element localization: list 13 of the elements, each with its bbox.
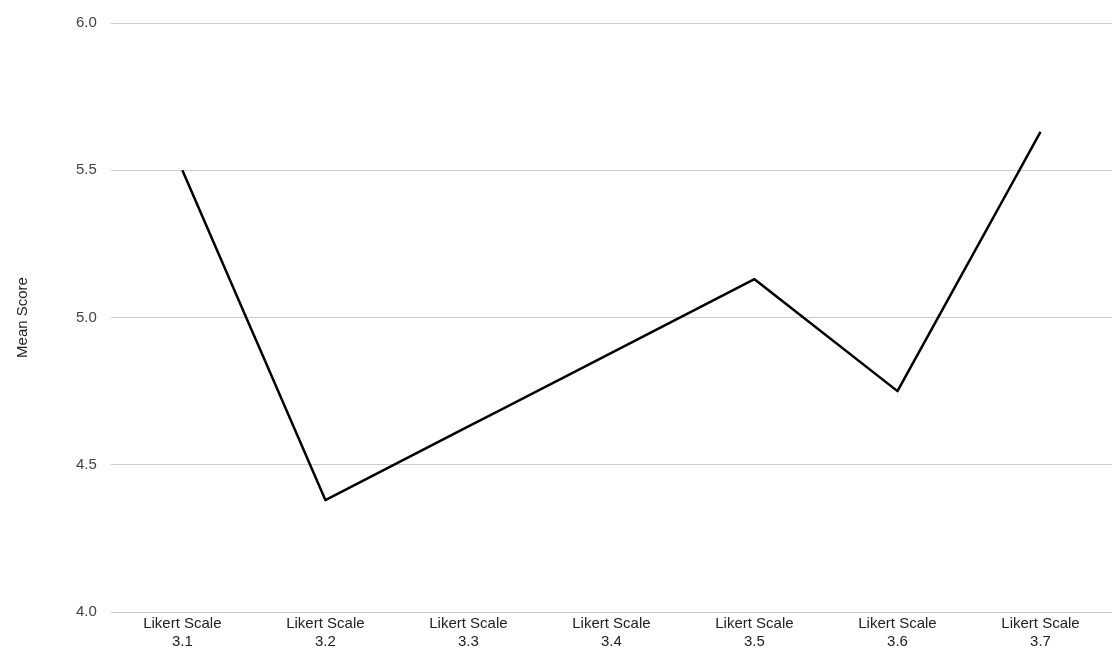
y-tick-label: 4.0 [75,602,97,620]
x-tick-label: Likert Scale 3.3 [429,614,508,650]
y-tick-label: 5.0 [75,307,97,325]
y-axis-title: Mean Score [13,277,31,358]
y-tick-label: 4.5 [75,454,97,472]
x-tick-label: Likert Scale 3.4 [572,614,651,650]
x-tick-label: Likert Scale 3.5 [715,614,794,650]
x-tick-label: Likert Scale 3.1 [143,614,222,650]
x-tick-label: Likert Scale 3.7 [1001,614,1080,650]
x-tick-label: Likert Scale 3.2 [286,614,365,650]
y-tick-label: 6.0 [75,13,97,31]
x-tick-label: Likert Scale 3.6 [858,614,937,650]
y-tick-label: 5.5 [75,160,97,178]
